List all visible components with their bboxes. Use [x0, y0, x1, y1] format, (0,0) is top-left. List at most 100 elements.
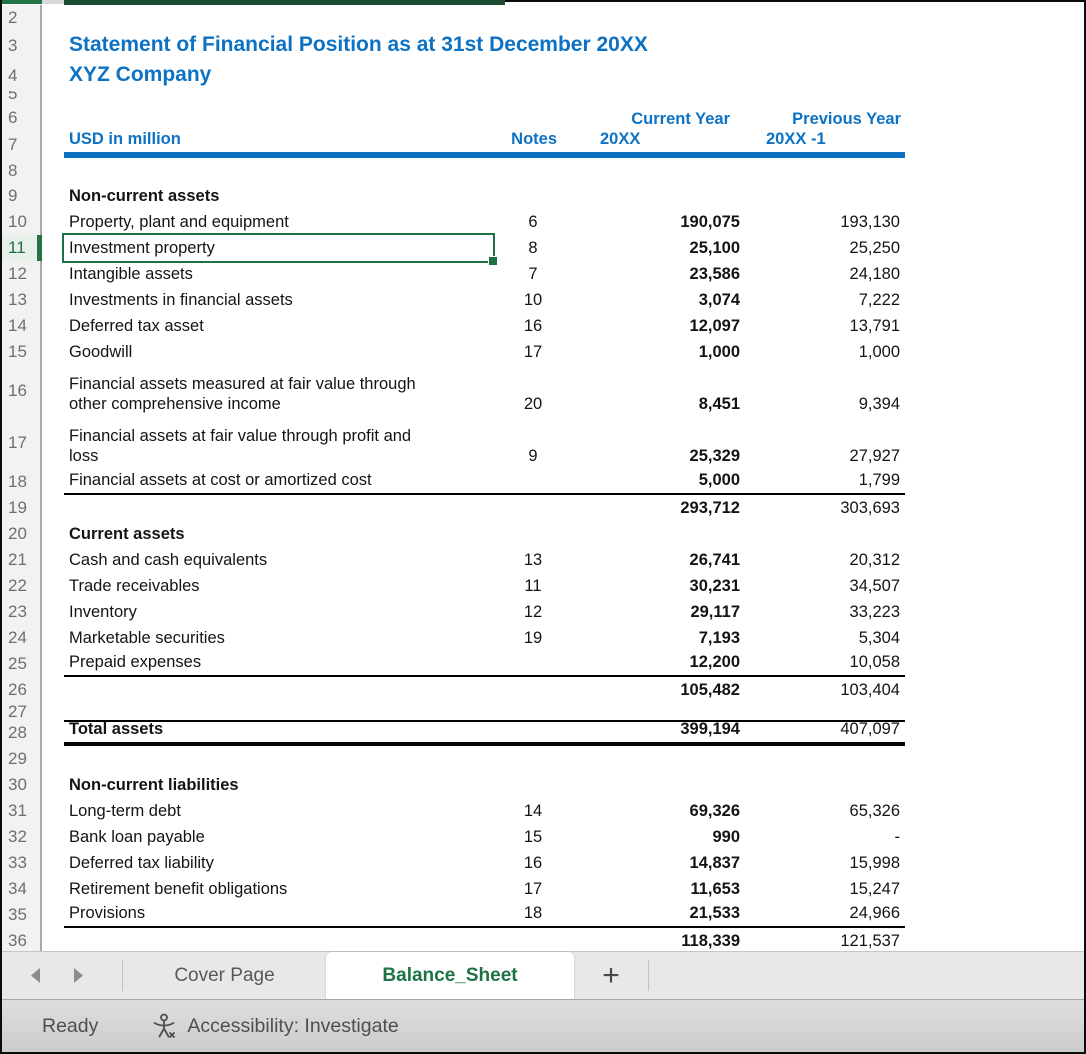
cell-current-year[interactable]: 11,653: [564, 876, 748, 902]
row-header-19[interactable]: 19: [2, 495, 42, 521]
cell-previous-year[interactable]: 65,326: [748, 798, 905, 824]
cell-current-year[interactable]: 26,741: [564, 547, 748, 573]
cell-label[interactable]: Non-current assets: [64, 183, 502, 209]
cell-previous-year[interactable]: [748, 158, 905, 183]
cell-previous-year[interactable]: 1,000: [748, 339, 905, 365]
cell-notes[interactable]: 20: [502, 365, 564, 417]
cell-previous-year[interactable]: [748, 703, 905, 720]
cell-label[interactable]: [64, 928, 502, 951]
cell-notes[interactable]: [502, 521, 564, 547]
row-header-18[interactable]: 18: [2, 469, 42, 495]
cell-notes[interactable]: [502, 495, 564, 521]
row-header-25[interactable]: 25: [2, 651, 42, 677]
selection-box[interactable]: [62, 233, 498, 266]
cell-current-year[interactable]: 1,000: [564, 339, 748, 365]
cell-label[interactable]: Investments in financial assets: [64, 287, 502, 313]
cell-current-year[interactable]: 399,194: [564, 720, 748, 742]
cell-notes[interactable]: Notes: [502, 130, 564, 152]
row-header-31[interactable]: 31: [2, 798, 42, 824]
row-header-24[interactable]: 24: [2, 625, 42, 651]
row-header-36[interactable]: 36: [2, 928, 42, 951]
cell-notes[interactable]: 16: [502, 850, 564, 876]
cell-previous-year[interactable]: 15,998: [748, 850, 905, 876]
cell-label[interactable]: Financial assets measured at fair value …: [64, 365, 502, 417]
cell-label[interactable]: [64, 677, 502, 703]
cell-notes[interactable]: [502, 772, 564, 798]
cell-notes[interactable]: [502, 651, 564, 675]
cell-previous-year[interactable]: [748, 746, 905, 772]
cell-notes[interactable]: 19: [502, 625, 564, 651]
cell-previous-year[interactable]: 27,927: [748, 417, 905, 469]
cell-notes[interactable]: 18: [502, 902, 564, 926]
cell-label[interactable]: [64, 158, 502, 183]
cell-label[interactable]: Goodwill: [64, 339, 502, 365]
cell-previous-year[interactable]: 121,537: [748, 928, 905, 951]
cell-previous-year[interactable]: 5,304: [748, 625, 905, 651]
cell-notes[interactable]: 7: [502, 261, 564, 287]
cell-notes[interactable]: [502, 183, 564, 209]
cell-previous-year[interactable]: -: [748, 824, 905, 850]
cell-previous-year[interactable]: 103,404: [748, 677, 905, 703]
cell-previous-year[interactable]: [748, 183, 905, 209]
row-header-12[interactable]: 12: [2, 261, 42, 287]
cell-notes[interactable]: 14: [502, 798, 564, 824]
cell-label[interactable]: Long-term debt: [64, 798, 502, 824]
cell-current-year[interactable]: 3,074: [564, 287, 748, 313]
cell-current-year[interactable]: 14,837: [564, 850, 748, 876]
cell-label[interactable]: Statement of Financial Position as at 31…: [64, 31, 648, 61]
cell-label[interactable]: Trade receivables: [64, 573, 502, 599]
cell-notes[interactable]: [502, 104, 564, 132]
cell-current-year[interactable]: [564, 746, 748, 772]
cell-previous-year[interactable]: 10,058: [748, 651, 905, 675]
cell-label[interactable]: [64, 495, 502, 521]
cell-previous-year[interactable]: 7,222: [748, 287, 905, 313]
cell-label[interactable]: XYZ Company: [64, 61, 211, 91]
cell-notes[interactable]: 17: [502, 876, 564, 902]
cell-notes[interactable]: [502, 928, 564, 951]
row-header-34[interactable]: 34: [2, 876, 42, 902]
row-header-6[interactable]: 6: [2, 104, 42, 132]
cell-previous-year[interactable]: 24,966: [748, 902, 905, 926]
cell-current-year[interactable]: 190,075: [564, 209, 748, 235]
cell-previous-year[interactable]: [748, 91, 905, 104]
cell-notes[interactable]: 15: [502, 824, 564, 850]
cell-notes[interactable]: 13: [502, 547, 564, 573]
row-header-33[interactable]: 33: [2, 850, 42, 876]
cell-notes[interactable]: 16: [502, 313, 564, 339]
row-header-35[interactable]: 35: [2, 902, 42, 928]
cell-notes[interactable]: 17: [502, 339, 564, 365]
cell-current-year[interactable]: 293,712: [564, 495, 748, 521]
cell-label[interactable]: USD in million: [64, 130, 502, 152]
tab-balance-sheet[interactable]: Balance_Sheet: [326, 952, 574, 999]
cell-label[interactable]: Provisions: [64, 902, 502, 926]
cell-current-year[interactable]: [564, 521, 748, 547]
row-header-8[interactable]: 8: [2, 158, 42, 183]
cell-notes[interactable]: [502, 469, 564, 493]
cell-current-year[interactable]: 5,000: [564, 469, 748, 493]
cell-current-year[interactable]: [564, 158, 748, 183]
cell-current-year[interactable]: 30,231: [564, 573, 748, 599]
row-header-2[interactable]: 2: [2, 5, 42, 31]
cell-notes[interactable]: [502, 722, 564, 742]
cell-current-year[interactable]: 118,339: [564, 928, 748, 951]
cell-notes[interactable]: 9: [502, 417, 564, 469]
row-header-5[interactable]: 5: [2, 91, 42, 104]
cell-label[interactable]: Investment property: [64, 235, 502, 261]
row-header-10[interactable]: 10: [2, 209, 42, 235]
cell-previous-year[interactable]: 24,180: [748, 261, 905, 287]
cell-current-year[interactable]: 20XX: [564, 130, 748, 152]
cell-label[interactable]: [64, 91, 502, 104]
row-header-11[interactable]: 11: [2, 235, 42, 261]
row-header-27[interactable]: 27: [2, 702, 42, 721]
row-header-32[interactable]: 32: [2, 824, 42, 850]
cell-current-year[interactable]: [564, 703, 748, 720]
cell-label[interactable]: Cash and cash equivalents: [64, 547, 502, 573]
cell-label[interactable]: Inventory: [64, 599, 502, 625]
cell-current-year[interactable]: [564, 772, 748, 798]
row-header-26[interactable]: 26: [2, 677, 42, 703]
cell-notes[interactable]: 10: [502, 287, 564, 313]
row-header-30[interactable]: 30: [2, 772, 42, 798]
cell-notes[interactable]: [502, 91, 564, 104]
cell-label[interactable]: Financial assets at cost or amortized co…: [64, 469, 502, 493]
cell-notes[interactable]: 6: [502, 209, 564, 235]
